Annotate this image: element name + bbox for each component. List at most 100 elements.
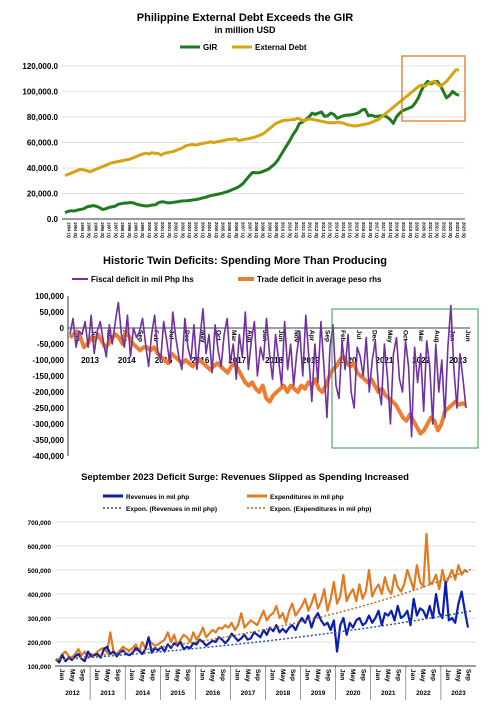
chart2-month-tick: May bbox=[386, 330, 393, 343]
chart1-subtitle: in million USD bbox=[214, 25, 276, 35]
chart2-highlight-box bbox=[331, 308, 479, 449]
chart3-title: September 2023 Deficit Surge: Revenues S… bbox=[81, 472, 409, 483]
chart1-x-tick: 2012 1Q bbox=[308, 222, 313, 239]
chart1-x-tick: 2023 1Q bbox=[455, 222, 460, 239]
chart3-month-tick: May bbox=[209, 669, 216, 682]
chart3-month-tick: Jan bbox=[163, 669, 170, 680]
chart1-series-line-0 bbox=[64, 79, 460, 215]
chart3-y-tick: 100,000 bbox=[28, 664, 52, 671]
chart1-x-tick: 2013 3Q bbox=[328, 222, 333, 239]
chart3-month-tick: May bbox=[174, 669, 181, 682]
chart3-month-tick: May bbox=[279, 669, 286, 682]
chart1-x-tick: 2003 3Q bbox=[194, 222, 199, 239]
chart1-x-tick: 2017 1Q bbox=[374, 222, 379, 239]
chart1-x-tick: 1994 1Q bbox=[67, 222, 72, 239]
chart1-x-tick: 2010 3Q bbox=[287, 222, 292, 239]
chart1-x-tick: 2003 1Q bbox=[187, 222, 192, 239]
chart-revenues-expenditures: September 2023 Deficit Surge: Revenues S… bbox=[0, 466, 490, 712]
chart2-year-tick: 2023 bbox=[449, 356, 467, 365]
chart3-month-tick: May bbox=[139, 669, 146, 682]
chart2-y-tick: -300,000 bbox=[32, 420, 64, 429]
chart3-year-tick: 2020 bbox=[346, 690, 361, 697]
chart2-month-tick: Sep bbox=[324, 330, 331, 342]
chart1-title: Philippine External Debt Exceeds the GIR bbox=[137, 12, 353, 24]
chart1-x-tick: 2004 1Q bbox=[200, 222, 205, 239]
chart1-x-tick: 2014 1Q bbox=[334, 222, 339, 239]
chart3-month-tick: May bbox=[244, 669, 251, 682]
chart1-x-tick: 2001 3Q bbox=[167, 222, 172, 239]
chart3-month-tick: Jan bbox=[409, 669, 416, 680]
chart1-y-tick: 0.0 bbox=[47, 215, 59, 224]
chart1-x-tick: 1997 1Q bbox=[107, 222, 112, 239]
chart1-x-tick: 2007 3Q bbox=[247, 222, 252, 239]
chart1-x-tick: 2009 1Q bbox=[267, 222, 272, 239]
chart2-y-tick: -100,000 bbox=[32, 356, 64, 365]
chart1-x-tick: 2023 3Q bbox=[462, 222, 467, 239]
chart3-year-tick: 2021 bbox=[381, 690, 396, 697]
chart1-x-tick: 2022 1Q bbox=[441, 222, 446, 239]
chart3-month-tick: Sep bbox=[254, 669, 261, 681]
chart3-month-tick: May bbox=[314, 669, 321, 682]
chart2-y-tick: 0 bbox=[60, 324, 65, 333]
chart2-month-tick: Oct bbox=[402, 330, 409, 342]
chart1-x-tick: 2013 1Q bbox=[321, 222, 326, 239]
chart2-legend-label-1: Trade deficit in average peso rhs bbox=[257, 275, 382, 284]
chart3-month-tick: May bbox=[454, 669, 461, 682]
chart1-x-tick: 2017 3Q bbox=[381, 222, 386, 239]
chart1-x-tick: 2000 3Q bbox=[154, 222, 159, 239]
chart2-y-tick: -150,000 bbox=[32, 372, 64, 381]
chart2-month-tick: Dec bbox=[370, 330, 377, 342]
chart3-year-tick: 2012 bbox=[65, 690, 80, 697]
chart2-title: Historic Twin Deficits: Spending More Th… bbox=[103, 255, 387, 267]
chart1-series-line-1 bbox=[64, 68, 459, 178]
chart3-month-tick: Jan bbox=[444, 669, 451, 680]
chart1-x-tick: 1996 3Q bbox=[100, 222, 105, 239]
chart3-trend-line-1 bbox=[55, 568, 473, 661]
chart3-trend-line-0 bbox=[55, 610, 473, 661]
chart2-month-tick: Feb bbox=[339, 330, 346, 342]
chart3-month-tick: Jan bbox=[128, 669, 135, 680]
chart1-x-tick: 2006 3Q bbox=[234, 222, 239, 239]
chart3-svg: September 2023 Deficit Surge: Revenues S… bbox=[28, 472, 476, 700]
chart2-series-line-0 bbox=[69, 301, 467, 438]
chart2-month-tick: Jul bbox=[355, 330, 362, 340]
chart3-y-tick: 300,000 bbox=[28, 616, 52, 623]
chart2-month-tick: Sep bbox=[136, 330, 143, 342]
chart2-series-line-1 bbox=[68, 329, 467, 436]
chart1-x-tick: 2005 3Q bbox=[220, 222, 225, 239]
chart3-month-tick: Sep bbox=[219, 669, 226, 681]
chart3-year-tick: 2022 bbox=[416, 690, 431, 697]
chart1-x-tick: 2007 1Q bbox=[241, 222, 246, 239]
chart-twin-deficits: Historic Twin Deficits: Spending More Th… bbox=[0, 246, 490, 464]
chart1-legend-label-1: External Debt bbox=[255, 43, 307, 52]
chart1-x-tick: 2019 1Q bbox=[401, 222, 406, 239]
chart2-month-tick: Feb bbox=[152, 330, 159, 342]
chart1-y-tick: 120,000.0 bbox=[22, 62, 58, 71]
chart2-year-tick: 2021 bbox=[376, 356, 394, 365]
chart1-x-tick: 2011 1Q bbox=[294, 222, 299, 239]
chart-ext-debt-gir: Philippine External Debt Exceeds the GIR… bbox=[0, 0, 490, 244]
chart3-month-tick: May bbox=[349, 669, 356, 682]
chart1-svg: Philippine External Debt Exceeds the GIR… bbox=[22, 12, 467, 239]
chart1-highlight-box bbox=[401, 55, 466, 122]
chart2-month-tick: Jun bbox=[277, 330, 284, 342]
chart3-y-tick: 500,000 bbox=[28, 568, 52, 575]
chart2-y-tick: 100,000 bbox=[35, 292, 64, 301]
chart1-x-tick: 2000 1Q bbox=[147, 222, 152, 239]
chart2-year-tick: 2013 bbox=[81, 356, 99, 365]
chart1-x-tick: 2008 3Q bbox=[261, 222, 266, 239]
chart1-x-tick: 1997 3Q bbox=[113, 222, 118, 239]
chart1-x-tick: 1998 3Q bbox=[127, 222, 132, 239]
chart3-month-tick: Sep bbox=[465, 669, 472, 681]
chart3-year-tick: 2015 bbox=[171, 690, 186, 697]
chart2-month-tick: Aug bbox=[246, 330, 253, 343]
chart3-month-tick: Jan bbox=[198, 669, 205, 680]
chart3-year-tick: 2018 bbox=[276, 690, 291, 697]
chart1-x-tick: 2011 3Q bbox=[301, 222, 306, 239]
chart2-month-tick: Aug bbox=[433, 330, 440, 343]
chart3-series-line-1 bbox=[55, 532, 469, 663]
chart2-month-tick: Oct bbox=[214, 330, 221, 342]
chart1-x-tick: 2020 3Q bbox=[421, 222, 426, 239]
chart3-legend-label-1: Expenditures in mil php bbox=[270, 494, 344, 501]
chart1-y-tick: 80,000.0 bbox=[27, 113, 59, 122]
